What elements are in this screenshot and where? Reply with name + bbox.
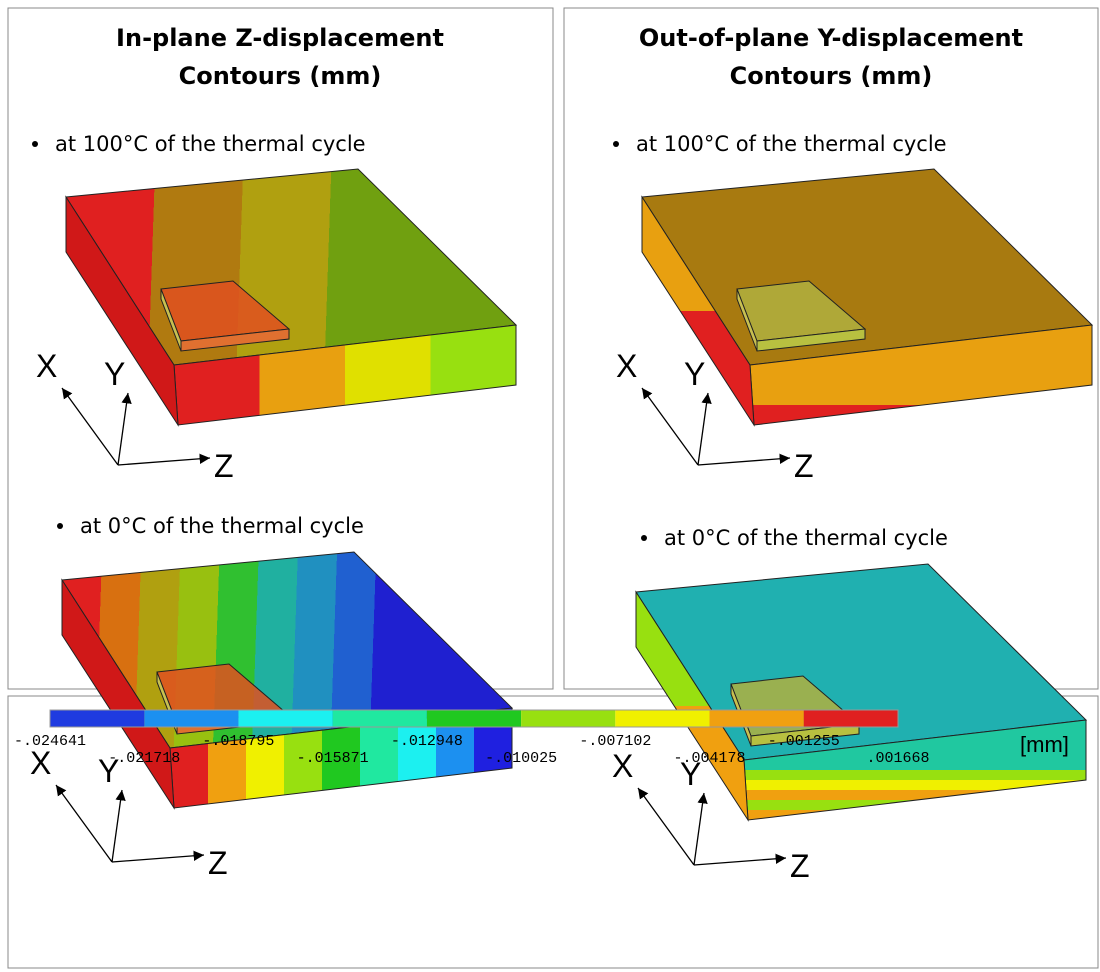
axis-label: Y <box>104 356 125 392</box>
axis-arrow <box>117 392 132 466</box>
colorbar-label: -.010025 <box>485 750 557 767</box>
chip-front <box>180 328 290 352</box>
axis-arrow <box>637 787 695 866</box>
plot-caption: at 100°C of the thermal cycle <box>636 132 947 156</box>
chip-front <box>756 328 866 352</box>
axis-label: X <box>616 348 637 384</box>
axis-arrow <box>55 784 113 863</box>
unit-label: [mm] <box>1020 732 1069 757</box>
colorbar-label: -.015871 <box>297 750 369 767</box>
axis-arrow <box>693 853 787 866</box>
axis-arrow <box>111 850 205 863</box>
colorbar-label: -.024641 <box>14 733 86 750</box>
panel-title: Out-of-plane Y-displacement <box>639 24 1023 52</box>
bullet <box>613 141 619 147</box>
block-side <box>635 590 749 822</box>
panel-title: Contours (mm) <box>730 62 933 90</box>
axis-label: Y <box>98 753 119 789</box>
axis-label: Z <box>794 448 814 484</box>
colorbar-label: -.021718 <box>108 750 180 767</box>
colorbar-segment <box>709 710 804 727</box>
axis-label: Z <box>790 848 810 884</box>
colorbar-segment <box>615 710 710 727</box>
axis-arrow <box>61 387 119 466</box>
axis-label: Y <box>684 356 705 392</box>
colorbar-segment <box>144 710 239 727</box>
colorbar-segment <box>426 710 522 727</box>
colorbar-label: -.012948 <box>391 733 463 750</box>
colorbar-frame <box>49 709 899 728</box>
colorbar-segment <box>332 710 427 727</box>
axis-label: Y <box>680 756 701 792</box>
plot-caption: at 0°C of the thermal cycle <box>664 526 948 550</box>
colorbar-segment <box>521 710 616 727</box>
plot-caption: at 100°C of the thermal cycle <box>55 132 366 156</box>
axis-arrow <box>117 453 211 466</box>
bullet <box>32 141 38 147</box>
axis-label: X <box>36 348 57 384</box>
axis-arrow <box>641 387 699 466</box>
chip-front <box>750 723 860 747</box>
axis-arrow <box>697 453 791 466</box>
axis-arrow <box>697 392 712 466</box>
colorbar-label: -.018795 <box>202 733 274 750</box>
axis-label: Z <box>214 448 234 484</box>
colorbar-label: -.007102 <box>579 733 651 750</box>
panel-title: Contours (mm) <box>179 62 382 90</box>
panel-title: In-plane Z-displacement <box>116 24 444 52</box>
axis-arrow <box>111 789 126 863</box>
colorbar-segment <box>50 710 145 727</box>
colorbar-label: -.004178 <box>674 750 746 767</box>
axis-label: X <box>612 748 633 784</box>
axis-label: X <box>30 745 51 781</box>
bullet <box>57 523 63 529</box>
bullet <box>641 535 647 541</box>
plot-caption: at 0°C of the thermal cycle <box>80 514 364 538</box>
colorbar-label: .001668 <box>866 750 929 767</box>
colorbar-label: -.001255 <box>768 733 840 750</box>
block-side <box>65 195 179 427</box>
axis-arrow <box>693 792 708 866</box>
colorbar-segment <box>238 710 333 727</box>
block-side <box>61 578 175 810</box>
colorbar-segment <box>803 710 898 727</box>
block-side <box>641 195 755 427</box>
axis-label: Z <box>208 845 228 881</box>
legend-frame <box>7 695 1099 969</box>
